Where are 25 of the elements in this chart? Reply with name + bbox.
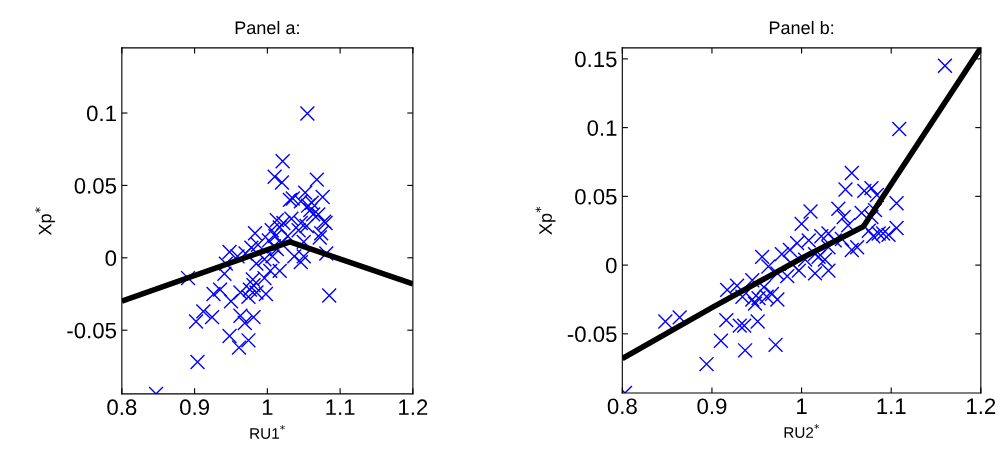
- y-axis-title: Xp$^{*}$: [35, 207, 56, 236]
- x-tick-label: 0.9: [180, 399, 209, 416]
- x-tick-label: 1.2: [967, 398, 996, 414]
- x-tick-label: 1.2: [399, 399, 428, 415]
- y-tick-label: 0.05: [74, 177, 117, 194]
- x-tick-label: 0.8: [107, 399, 137, 416]
- chart-title: Panel a:: [235, 20, 299, 35]
- x-tick-label: 0.8: [607, 398, 637, 415]
- x-axis-title: RU1$^{*}$: [250, 424, 285, 439]
- y-axis-title: Xp$^{*}$: [535, 206, 556, 235]
- x-tick-label: 1.1: [877, 398, 906, 414]
- x-tick-label: 1: [262, 399, 273, 415]
- y-tick-label: 0: [605, 257, 617, 274]
- x-tick-label: 0.9: [697, 398, 727, 415]
- y-tick-label: 0.1: [587, 120, 617, 136]
- y-tick-label: 0.1: [86, 105, 116, 122]
- y-tick-label: 0: [105, 250, 117, 267]
- y-tick-label: 0.05: [575, 188, 617, 205]
- y-tick-label: 0.15: [575, 51, 617, 68]
- x-axis-title: RU2$^{*}$: [784, 424, 820, 438]
- y-tick-label: -0.05: [567, 326, 617, 343]
- x-tick-label: 1: [797, 398, 807, 414]
- x-tick-label: 1.1: [326, 399, 355, 415]
- y-tick-label: -0.05: [67, 322, 117, 339]
- chart-title: Panel b:: [769, 20, 834, 35]
